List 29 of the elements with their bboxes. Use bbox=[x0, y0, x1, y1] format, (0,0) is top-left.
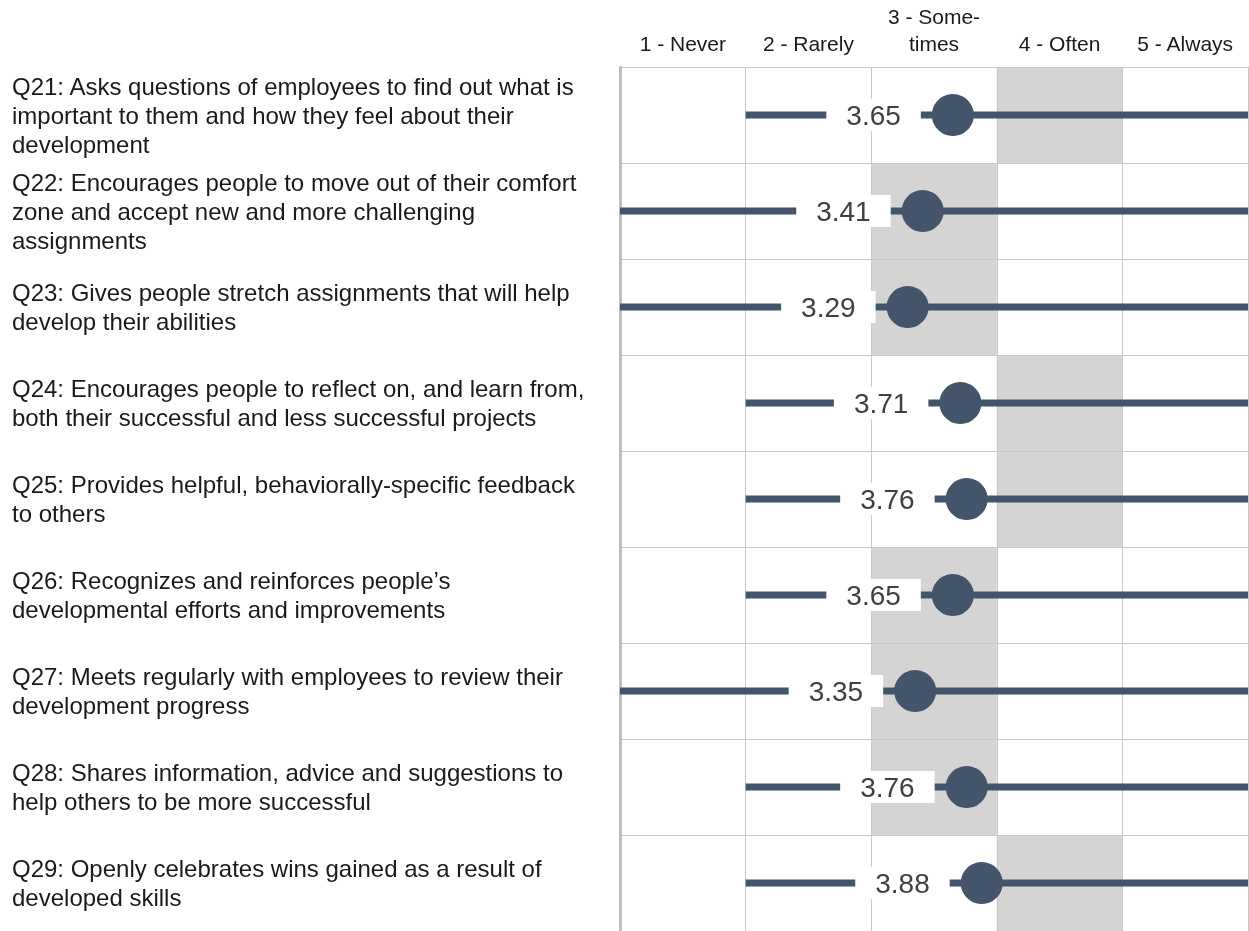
data-label: 3.65 bbox=[846, 579, 901, 611]
y-tick-label: Q26: Recognizes and reinforces people’s developmental efforts and improvements bbox=[12, 567, 458, 623]
data-label: 3.41 bbox=[816, 195, 871, 227]
y-tick-label: Q29: Openly celebrates wins gained as a result of developed skills bbox=[12, 855, 549, 911]
data-label: 3.76 bbox=[860, 771, 915, 803]
point bbox=[886, 286, 929, 328]
data-label: 3.35 bbox=[808, 675, 864, 707]
data-label: 3.71 bbox=[853, 387, 909, 419]
y-tick-label: Q28: Shares information, advice and suggestions to help others to be more successful bbox=[12, 759, 570, 815]
x-tick-label: 3 - Some- times bbox=[887, 5, 981, 55]
data-label: 3.65 bbox=[846, 99, 901, 131]
y-tick-label: Q25: Provides helpful, behaviorally-specific feedback to others bbox=[12, 471, 582, 527]
x-tick-label: 2 - Rarely bbox=[762, 32, 855, 55]
y-tick-label: Q21: Asks questions of employees to find out what is important to them and how they feel about their development bbox=[12, 72, 581, 158]
point bbox=[945, 478, 988, 520]
point bbox=[960, 862, 1003, 904]
data-label: 3.76 bbox=[860, 483, 915, 515]
point bbox=[931, 94, 974, 136]
point bbox=[939, 382, 982, 424]
data-label: 3.88 bbox=[875, 867, 930, 899]
y-tick-label: Q22: Encourages people to move out of their comfort zone and accept new and more challenging assignments bbox=[12, 168, 583, 254]
y-tick-label: Q24: Encourages people to reflect on, and learn from, both their successful and less successful projects bbox=[12, 375, 592, 431]
x-tick-label: 5 - Always bbox=[1137, 32, 1234, 55]
y-tick-label: Q27: Meets regularly with employees to review their development progress bbox=[12, 663, 570, 719]
y-tick-label: Q23: Gives people stretch assignments that will help develop their abilities bbox=[12, 279, 577, 335]
x-tick-label: 4 - Often bbox=[1018, 32, 1101, 55]
data-label: 3.29 bbox=[801, 291, 856, 323]
point bbox=[945, 766, 988, 808]
x-tick-label: 1 - Never bbox=[639, 32, 726, 55]
